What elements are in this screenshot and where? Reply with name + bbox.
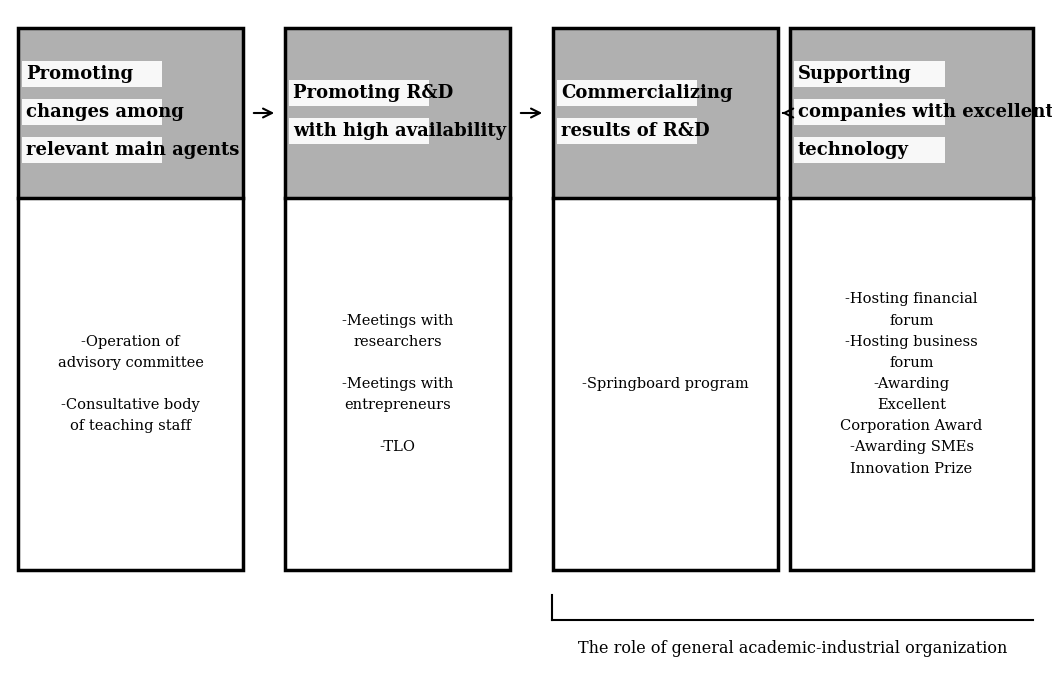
Text: technology: technology (798, 141, 909, 159)
Bar (18, 198, 243, 570)
Bar (553, 198, 778, 570)
Bar (794, 99, 945, 125)
Bar (289, 80, 428, 106)
Bar (285, 28, 510, 570)
Bar (285, 28, 510, 198)
Bar (18, 28, 243, 570)
Bar (794, 61, 945, 87)
Bar (553, 28, 778, 198)
Bar (794, 137, 945, 163)
Bar (790, 28, 1033, 198)
Text: results of R&D: results of R&D (561, 122, 710, 140)
Text: relevant main agents: relevant main agents (26, 141, 240, 159)
Text: -Meetings with
researchers

-Meetings with
entrepreneurs

-TLO: -Meetings with researchers -Meetings wit… (342, 313, 453, 454)
Bar (285, 198, 510, 570)
Bar (22, 61, 162, 87)
Text: -Hosting financial
forum
-Hosting business
forum
-Awarding
Excellent
Corporation: -Hosting financial forum -Hosting busine… (841, 292, 983, 476)
Bar (18, 28, 243, 198)
Text: -Operation of
advisory committee

-Consultative body
of teaching staff: -Operation of advisory committee -Consul… (58, 334, 203, 433)
Bar (553, 28, 778, 570)
Bar (557, 80, 696, 106)
Text: Promoting R&D: Promoting R&D (294, 84, 453, 102)
Text: Supporting: Supporting (798, 65, 912, 83)
Bar (22, 99, 162, 125)
Bar (790, 28, 1033, 570)
Text: Commercializing: Commercializing (561, 84, 732, 102)
Text: companies with excellent: companies with excellent (798, 103, 1052, 121)
Text: -Springboard program: -Springboard program (582, 377, 749, 391)
Text: with high availability: with high availability (294, 122, 506, 140)
Bar (22, 137, 162, 163)
Text: Promoting: Promoting (26, 65, 134, 83)
Text: The role of general academic-industrial organization: The role of general academic-industrial … (578, 640, 1007, 657)
Bar (289, 118, 428, 144)
Bar (557, 118, 696, 144)
Bar (790, 198, 1033, 570)
Text: changes among: changes among (26, 103, 184, 121)
